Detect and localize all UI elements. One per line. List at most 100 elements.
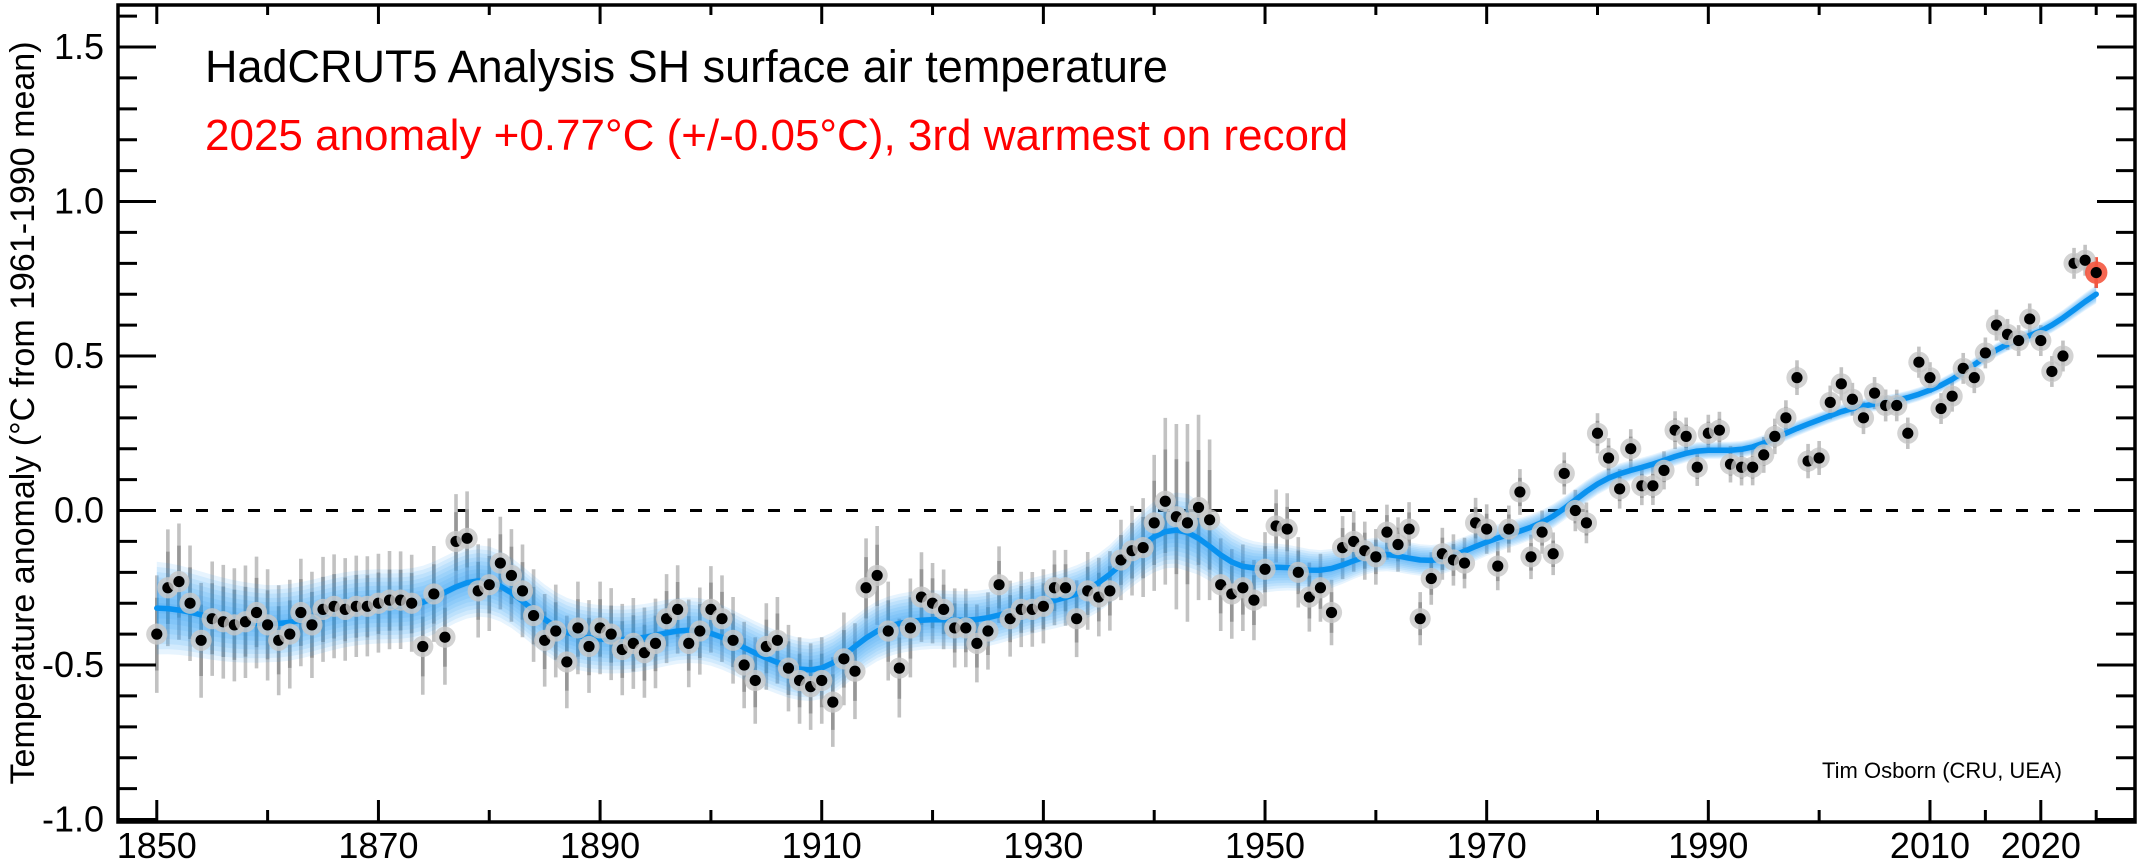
data-point [1248, 594, 1260, 606]
data-point [1514, 486, 1526, 498]
data-point [151, 628, 163, 640]
data-point [749, 674, 761, 687]
data-point [1558, 467, 1570, 480]
y-tick-label: -0.5 [42, 644, 104, 685]
data-point [838, 653, 850, 665]
data-point [1658, 464, 1670, 476]
data-point [295, 606, 307, 619]
data-point [2035, 334, 2047, 347]
data-point [1292, 566, 1304, 578]
data-point [849, 665, 861, 677]
data-point [1902, 427, 1914, 439]
data-point [771, 634, 784, 646]
x-tick-label: 2020 [2001, 825, 2081, 865]
data-point [1868, 387, 1881, 399]
data-point [284, 628, 296, 640]
data-point [1159, 495, 1171, 507]
data-point [1924, 372, 1936, 384]
data-point [1425, 572, 1437, 585]
data-point [1625, 443, 1637, 455]
data-point [871, 569, 883, 582]
data-point [1979, 347, 1991, 359]
data-point [1403, 523, 1415, 535]
data-point [1137, 542, 1149, 554]
data-point [516, 585, 529, 597]
x-tick-label: 1850 [117, 825, 197, 865]
data-point [428, 588, 440, 600]
data-point [2046, 365, 2058, 378]
data-point [306, 619, 318, 631]
data-point [1614, 483, 1626, 495]
data-point [982, 625, 994, 637]
data-point [1481, 523, 1493, 535]
data-point [527, 609, 540, 622]
axes-frame-layer: -1.0 -0.5 0.0 0.5 1.0 1.5 1850 1870 1890 1910 1930… [42, 3, 2137, 865]
data-point [1813, 452, 1825, 464]
data-point [583, 640, 595, 653]
data-point [1891, 399, 1903, 412]
data-point [1503, 523, 1515, 535]
data-point [1525, 551, 1537, 563]
y-tick-label: 1.5 [54, 26, 104, 67]
data-point [1846, 393, 1858, 405]
data-point [1647, 480, 1659, 492]
y-tick-label: -1.0 [42, 799, 104, 840]
data-point [1381, 526, 1393, 538]
data-point [1935, 402, 1947, 415]
data-point [406, 597, 418, 609]
data-point [1968, 372, 1980, 384]
data-point [993, 579, 1005, 591]
x-tick-label: 1950 [1225, 825, 1305, 865]
data-point [1547, 548, 1559, 560]
data-point [1780, 412, 1792, 424]
data-point [1857, 412, 1870, 424]
data-point [738, 659, 750, 671]
data-point [1691, 461, 1703, 473]
data-point [1414, 613, 1426, 625]
data-point [1204, 514, 1216, 526]
data-point [494, 557, 506, 569]
y-axis-title: Temperature anomaly (°C from 1961-1990 m… [4, 41, 42, 784]
data-point [550, 625, 562, 637]
data-point [1148, 517, 1160, 529]
data-point [1037, 600, 1049, 612]
y-tick-label: 0.0 [54, 490, 104, 531]
data-point [971, 637, 983, 649]
data-point [1071, 613, 1083, 625]
data-point [816, 674, 828, 687]
data-point [1580, 517, 1593, 529]
data-point [1192, 501, 1205, 514]
data-point [716, 613, 728, 625]
error-bars-layer [154, 244, 2099, 747]
data-point [1325, 606, 1338, 619]
data-point [439, 631, 451, 643]
y-tick-label: 0.5 [54, 335, 104, 376]
data-point [893, 662, 905, 674]
highlight-point-2025 [2090, 266, 2102, 279]
data-point [417, 640, 429, 653]
data-point [1680, 430, 1692, 442]
data-point [2057, 350, 2069, 362]
x-tick-label: 1870 [338, 825, 418, 865]
x-tick-label: 1910 [782, 825, 862, 865]
plot-frame [116, 3, 2137, 824]
data-point [1259, 563, 1271, 575]
data-point [1392, 538, 1404, 551]
data-point [1835, 378, 1847, 390]
data-point [2079, 254, 2091, 266]
data-point [1181, 517, 1194, 529]
data-point [1591, 427, 1604, 439]
data-point [683, 637, 695, 649]
data-point [1237, 582, 1249, 594]
data-point [483, 579, 495, 591]
data-point [572, 622, 584, 634]
x-tick-label: 1930 [1003, 825, 1083, 865]
data-point [1536, 526, 1548, 538]
data-point [1314, 582, 1327, 594]
data-point [1569, 504, 1581, 517]
data-point [250, 606, 263, 619]
data-point [1791, 372, 1803, 384]
data-point [184, 597, 196, 609]
